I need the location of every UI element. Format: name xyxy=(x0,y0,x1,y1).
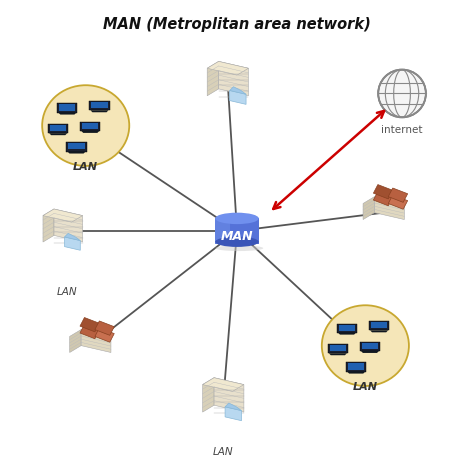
Polygon shape xyxy=(48,125,68,134)
Polygon shape xyxy=(361,351,379,353)
Polygon shape xyxy=(348,364,364,370)
Polygon shape xyxy=(95,328,114,343)
Polygon shape xyxy=(388,188,408,203)
Polygon shape xyxy=(82,124,99,130)
Polygon shape xyxy=(81,131,100,134)
Polygon shape xyxy=(54,210,82,243)
Polygon shape xyxy=(230,91,246,105)
Polygon shape xyxy=(43,210,54,243)
Polygon shape xyxy=(91,111,109,113)
Ellipse shape xyxy=(322,306,409,386)
Polygon shape xyxy=(90,102,109,111)
Text: MAN: MAN xyxy=(221,230,253,243)
Text: internet: internet xyxy=(381,125,423,135)
Polygon shape xyxy=(66,143,87,152)
Polygon shape xyxy=(360,342,380,351)
Polygon shape xyxy=(202,378,214,412)
Ellipse shape xyxy=(215,213,259,225)
Polygon shape xyxy=(49,134,67,136)
Polygon shape xyxy=(80,325,100,339)
Polygon shape xyxy=(328,344,348,353)
Polygon shape xyxy=(64,238,80,250)
Polygon shape xyxy=(338,333,356,335)
Polygon shape xyxy=(374,192,393,206)
Polygon shape xyxy=(371,323,387,329)
Polygon shape xyxy=(346,363,366,372)
Polygon shape xyxy=(50,126,66,132)
Ellipse shape xyxy=(42,86,129,167)
Polygon shape xyxy=(225,407,241,421)
Polygon shape xyxy=(207,62,248,76)
Polygon shape xyxy=(362,343,378,349)
Polygon shape xyxy=(230,88,246,95)
Circle shape xyxy=(378,70,426,118)
Polygon shape xyxy=(337,324,357,333)
Polygon shape xyxy=(214,378,244,412)
Polygon shape xyxy=(81,330,111,353)
Polygon shape xyxy=(80,318,100,332)
Polygon shape xyxy=(43,210,82,223)
Polygon shape xyxy=(363,197,374,220)
Polygon shape xyxy=(57,104,77,113)
Polygon shape xyxy=(219,62,248,97)
Text: MAN (Metroplitan area network): MAN (Metroplitan area network) xyxy=(103,17,371,31)
Polygon shape xyxy=(369,321,389,331)
Polygon shape xyxy=(374,197,404,220)
Polygon shape xyxy=(95,321,114,336)
Polygon shape xyxy=(329,353,347,356)
Ellipse shape xyxy=(215,237,259,247)
Polygon shape xyxy=(68,144,85,150)
Polygon shape xyxy=(374,185,393,200)
Polygon shape xyxy=(67,152,86,154)
Text: LAN: LAN xyxy=(73,162,98,171)
Polygon shape xyxy=(58,113,76,115)
Polygon shape xyxy=(202,378,244,392)
Polygon shape xyxy=(64,234,80,241)
Polygon shape xyxy=(388,195,408,210)
Text: LAN: LAN xyxy=(213,446,234,457)
Polygon shape xyxy=(207,62,219,97)
Polygon shape xyxy=(80,123,100,131)
Text: LAN: LAN xyxy=(353,381,378,391)
Bar xyxy=(215,219,259,244)
Polygon shape xyxy=(70,330,81,353)
Polygon shape xyxy=(330,345,346,351)
Polygon shape xyxy=(370,331,388,332)
Polygon shape xyxy=(339,325,355,331)
Polygon shape xyxy=(347,372,365,374)
Polygon shape xyxy=(59,105,75,111)
Polygon shape xyxy=(91,103,108,109)
Polygon shape xyxy=(225,403,241,411)
Text: LAN: LAN xyxy=(57,287,78,296)
Bar xyxy=(215,219,230,244)
Ellipse shape xyxy=(215,246,263,251)
